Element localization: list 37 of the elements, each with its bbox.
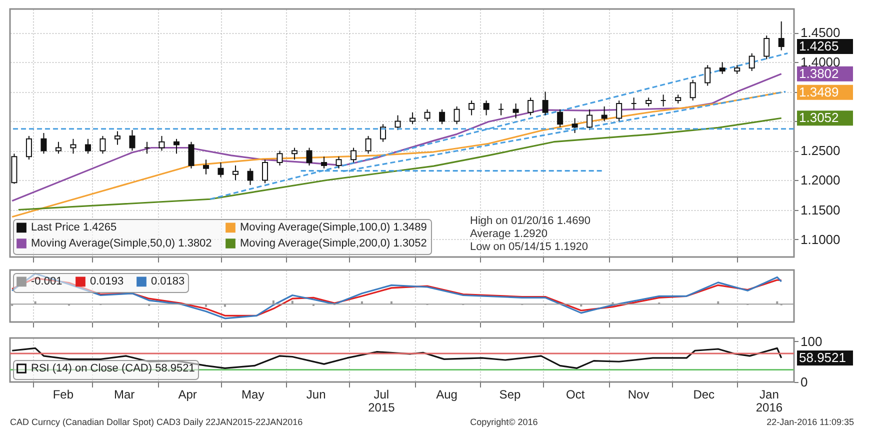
x-tick-label: Nov [628,388,650,402]
x-tick-label: Aug [436,388,458,402]
legend-label: 0.0193 [90,276,124,288]
legend-label: 0.0183 [151,276,185,288]
legend-label: Moving Average(Simple,200,0) 1.3052 [240,238,427,250]
annotation: High on 01/20/16 1.4690 [470,215,590,227]
annotation: Average 1.2920 [470,228,548,240]
x-tick-label: Jan 2016 [756,388,783,414]
text: 1.4265 [799,38,839,54]
text: 22-Jan-2016 11:09:35 [766,417,854,427]
data-label: 1.3052 [799,110,839,126]
series-label: RSI (14) on Close (CAD) 58.9521 [31,362,195,374]
x-tick-label: Oct [566,388,586,402]
text: CAD Curncy (Canadian Dollar Spot) CAD3 Daily 22JAN2015-22JAN2016 [10,417,303,427]
x-tick-label: Jun [306,388,326,402]
text: Copyright© 2016 [470,417,538,427]
y-tick-label: 100 [800,334,822,349]
x-tick-label: Jul 2015 [368,388,396,414]
legend-label: Moving Average(Simple,50,0) 1.3802 [31,238,212,250]
data-label: 58.9521 [799,350,846,365]
x-tick-label: Feb [52,388,74,402]
y-tick-label: 1.1000 [800,232,840,247]
x-tick-label: Apr [178,388,197,402]
x-tick-label: May [242,388,264,402]
y-tick-label: 0 [800,374,808,390]
y-tick-label: 1.1500 [800,202,840,218]
legend-label: Moving Average(Simple,100,0) 1.3489 [240,222,427,234]
x-tick-label: Sep [499,388,521,402]
x-tick-label: Mar [114,388,135,402]
y-tick-label: 1.2000 [800,172,840,188]
annotation: Low on 05/14/15 1.1920 [470,241,588,253]
legend-label: Last Price 1.4265 [31,222,117,234]
legend-label: -0.001 [31,276,62,288]
y-tick-label: 1.2500 [800,143,840,158]
x-tick-label: Dec [693,388,715,402]
data-label: 1.3489 [799,84,839,100]
y-tick-label: 1.4500 [800,25,840,40]
